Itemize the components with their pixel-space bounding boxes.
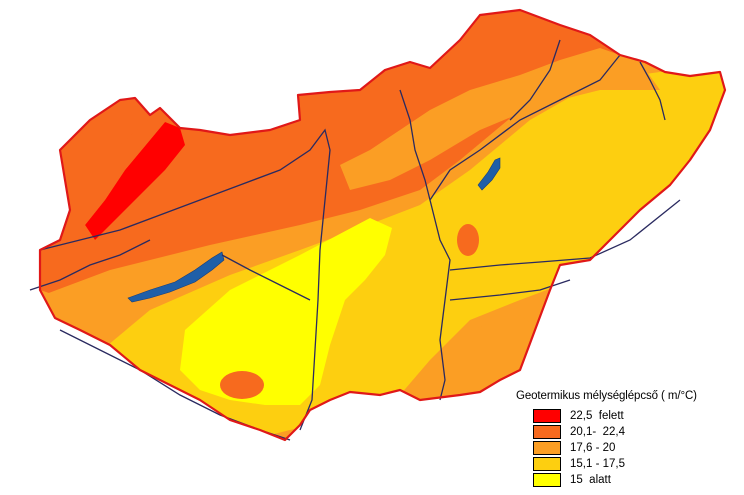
legend-swatch: [533, 409, 561, 423]
legend-swatch: [533, 425, 561, 439]
zone-nw-orange-halo: [60, 118, 165, 250]
zone-north-band: [340, 48, 660, 190]
river-koros: [449, 199, 681, 271]
legend-title: Geotermikus mélységlépcső ( m/°C): [516, 390, 697, 402]
legend-label: 20,1- 22,4: [570, 426, 625, 438]
legend-item: 22,5 felett: [533, 408, 624, 424]
zone-15-alatt: [180, 218, 392, 405]
river-sio: [221, 254, 311, 301]
legend-label: 17,6 - 20: [570, 442, 616, 454]
legend-label: 15,1 - 17,5: [570, 458, 625, 470]
zone-island-orange: [220, 371, 264, 399]
river-danube: [39, 128, 331, 431]
legend-swatch: [533, 473, 561, 487]
legend-item: 20,1- 22,4: [533, 424, 625, 440]
zone-22-5-felett: [85, 122, 185, 240]
legend-swatch: [533, 457, 561, 471]
legend-label: 15 alatt: [570, 474, 611, 486]
legend-swatch: [533, 441, 561, 455]
zone-island-mid: [457, 224, 479, 256]
legend-item: 15 alatt: [533, 472, 611, 488]
river-raba: [29, 239, 151, 291]
river-hernad: [639, 61, 666, 121]
river-maros: [449, 279, 571, 301]
legend-item: 17,6 - 20: [533, 440, 615, 456]
legend-item: 15,1 - 17,5: [533, 456, 625, 472]
lake-tisza: [477, 157, 501, 191]
river-sajo: [509, 39, 561, 121]
legend-label: 22,5 felett: [570, 410, 624, 422]
legend: Geotermikus mélységlépcső ( m/°C) 22,5 f…: [516, 390, 738, 490]
lake-balaton: [127, 251, 225, 303]
river-zagyva: [399, 89, 431, 201]
